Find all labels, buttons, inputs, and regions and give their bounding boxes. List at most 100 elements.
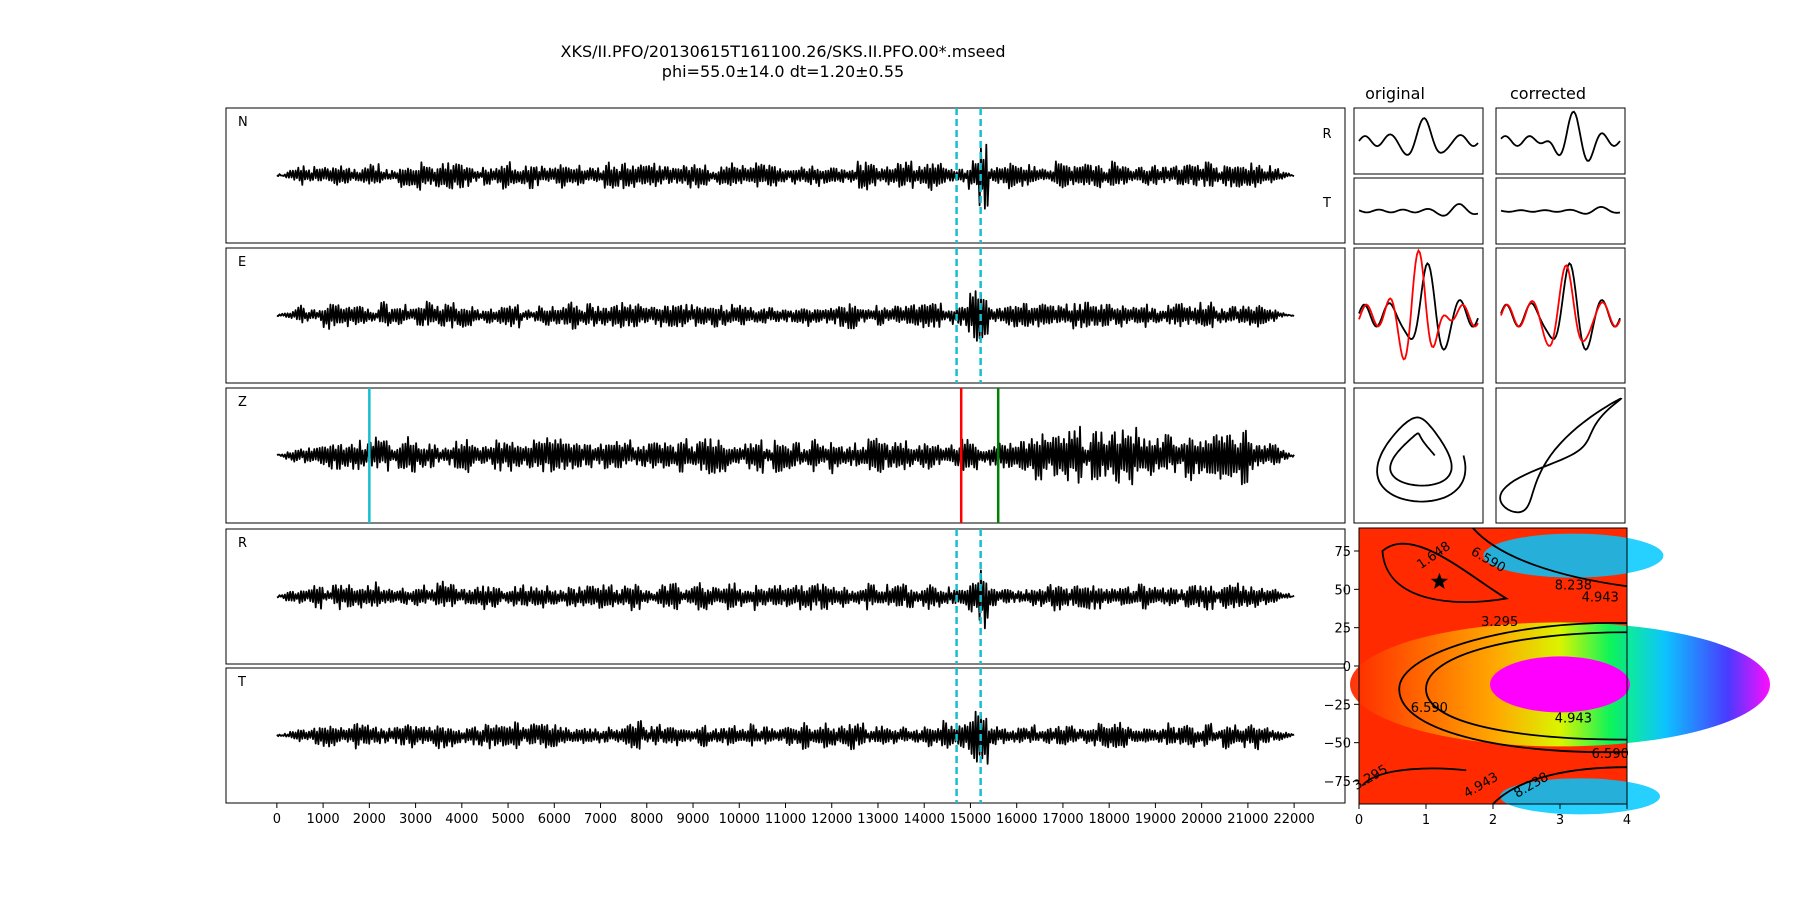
surface-y-tick-label-2: 25 — [1334, 622, 1351, 637]
surface-upper-band — [1483, 533, 1664, 578]
x-tick-label-17000: 17000 — [1042, 812, 1083, 827]
surface-y-tick-label-0: 75 — [1334, 545, 1351, 560]
panel-r-waveform — [276, 569, 1295, 630]
contour-label-5: 4.943 — [1555, 712, 1592, 727]
contour-label-11: 6.590 — [1592, 747, 1629, 762]
panel-r: R — [225, 528, 1346, 665]
surface-y-tick-label-1: 50 — [1334, 583, 1351, 598]
x-tick-label-20000: 20000 — [1181, 812, 1222, 827]
x-tick-label-11000: 11000 — [765, 812, 806, 827]
best-fit-star — [1430, 572, 1448, 589]
corrected-panel-4 — [1495, 387, 1626, 524]
original-panel-2-wave-1 — [1358, 203, 1479, 217]
x-tick-label-6000: 6000 — [538, 812, 571, 827]
contour-line-4 — [1472, 527, 1628, 588]
x-tick-label-12000: 12000 — [811, 812, 852, 827]
particle-panels — [1353, 107, 1626, 524]
x-tick-label-8000: 8000 — [630, 812, 663, 827]
panel-r-frame — [225, 528, 1346, 665]
corrected-panel-2 — [1495, 177, 1626, 245]
x-tick-label-2000: 2000 — [353, 812, 386, 827]
surface-y-tick-label-4: −25 — [1324, 698, 1351, 713]
original-panel-4 — [1353, 387, 1484, 524]
panel-e-waveform — [276, 290, 1295, 342]
corrected-panel-2-frame — [1495, 177, 1626, 245]
contour-label-2: 3.295 — [1481, 615, 1518, 630]
corrected-particle-motion — [1499, 397, 1623, 514]
corrected-panel-4-frame — [1495, 387, 1626, 524]
x-tick-label-15000: 15000 — [950, 812, 991, 827]
x-tick-label-14000: 14000 — [904, 812, 945, 827]
corrected-panel-3 — [1495, 247, 1626, 384]
original-particle-motion — [1376, 416, 1467, 503]
surface-x-tick-label-4: 4 — [1623, 813, 1631, 828]
surface-x-tick-label-2: 2 — [1489, 813, 1497, 828]
contour-line-5 — [1492, 766, 1628, 805]
panel-e: E — [225, 247, 1346, 384]
contour-label-3: 4.943 — [1582, 591, 1619, 606]
x-tick-label-18000: 18000 — [1088, 812, 1129, 827]
surface-y-tick-label-5: −50 — [1324, 737, 1351, 752]
panel-z-label: Z — [238, 395, 247, 410]
contour-line-6 — [1361, 767, 1467, 787]
column-title-corrected: corrected — [1510, 84, 1586, 103]
panel-z-waveform — [276, 425, 1295, 486]
corrected-panel-3-wave-1 — [1500, 262, 1621, 351]
component-traces: N E Z R T — [225, 107, 1346, 804]
x-tick-label-7000: 7000 — [584, 812, 617, 827]
panel-t-waveform — [276, 710, 1295, 765]
original-panel-3-wave-2 — [1358, 248, 1479, 361]
panel-e-label: E — [238, 255, 246, 270]
x-tick-label-9000: 9000 — [676, 812, 709, 827]
x-tick-label-4000: 4000 — [445, 812, 478, 827]
panel-z-frame — [225, 387, 1346, 524]
panel-r-label: R — [238, 536, 247, 551]
x-tick-label-16000: 16000 — [996, 812, 1037, 827]
x-tick-label-0: 0 — [273, 812, 281, 827]
panel-t-label: T — [237, 675, 246, 690]
original-panel-1-frame — [1353, 107, 1484, 175]
column-title-original: original — [1365, 84, 1425, 103]
original-panel-2-frame — [1353, 177, 1484, 245]
contour-label-4: 6.590 — [1411, 701, 1448, 716]
x-tick-label-19000: 19000 — [1135, 812, 1176, 827]
panel-z: Z — [225, 387, 1346, 524]
contour-line-1 — [1381, 542, 1509, 603]
surface-x-tick-label-0: 0 — [1355, 813, 1363, 828]
panel-n: N — [225, 107, 1346, 244]
original-panel-4-frame — [1353, 387, 1484, 524]
surface-y-tick-label-6: −75 — [1324, 775, 1351, 790]
surface-x-tick-label-3: 3 — [1556, 813, 1564, 828]
original-panel-3-wave-1 — [1358, 262, 1479, 351]
x-tick-label-10000: 10000 — [719, 812, 760, 827]
contour-line-3 — [1425, 631, 1628, 741]
surface-lower-band — [1500, 778, 1661, 815]
contour-line-2 — [1398, 621, 1628, 754]
figure-subtitle: phi=55.0±14.0 dt=1.20±0.55 — [662, 62, 904, 81]
x-tick-label-22000: 22000 — [1273, 812, 1314, 827]
x-tick-label-21000: 21000 — [1227, 812, 1268, 827]
original-panel-1 — [1353, 107, 1484, 175]
row-label-t: T — [1322, 196, 1331, 211]
corrected-panel-3-wave-2 — [1500, 264, 1621, 347]
original-panel-3-frame — [1353, 247, 1484, 384]
corrected-panel-1-wave-1 — [1500, 110, 1621, 162]
figure-title: XKS/II.PFO/20130615T161100.26/SKS.II.PFO… — [561, 42, 1006, 61]
surface-minimum-core — [1490, 656, 1630, 713]
corrected-panel-1-frame — [1495, 107, 1626, 175]
surface-x-tick-label-1: 1 — [1422, 813, 1430, 828]
corrected-panel-2-wave-1 — [1500, 205, 1621, 215]
original-panel-3 — [1353, 247, 1484, 384]
corrected-panel-1 — [1495, 107, 1626, 175]
time-x-axis: 0 1000 2000 3000 4000 5000 6000 7000 8000 9000 100… — [273, 803, 1315, 827]
original-panel-1-wave-1 — [1358, 117, 1479, 156]
panel-n-waveform — [276, 143, 1295, 210]
row-label-r: R — [1322, 127, 1331, 142]
error-surface: 1.6483.2954.9436.5904.9436.5908.2383.295… — [1324, 527, 1770, 828]
panel-e-frame — [225, 247, 1346, 384]
panel-n-label: N — [238, 115, 248, 130]
contour-label-7: 8.238 — [1555, 578, 1592, 593]
panel-t: T — [225, 667, 1346, 804]
corrected-panel-3-frame — [1495, 247, 1626, 384]
